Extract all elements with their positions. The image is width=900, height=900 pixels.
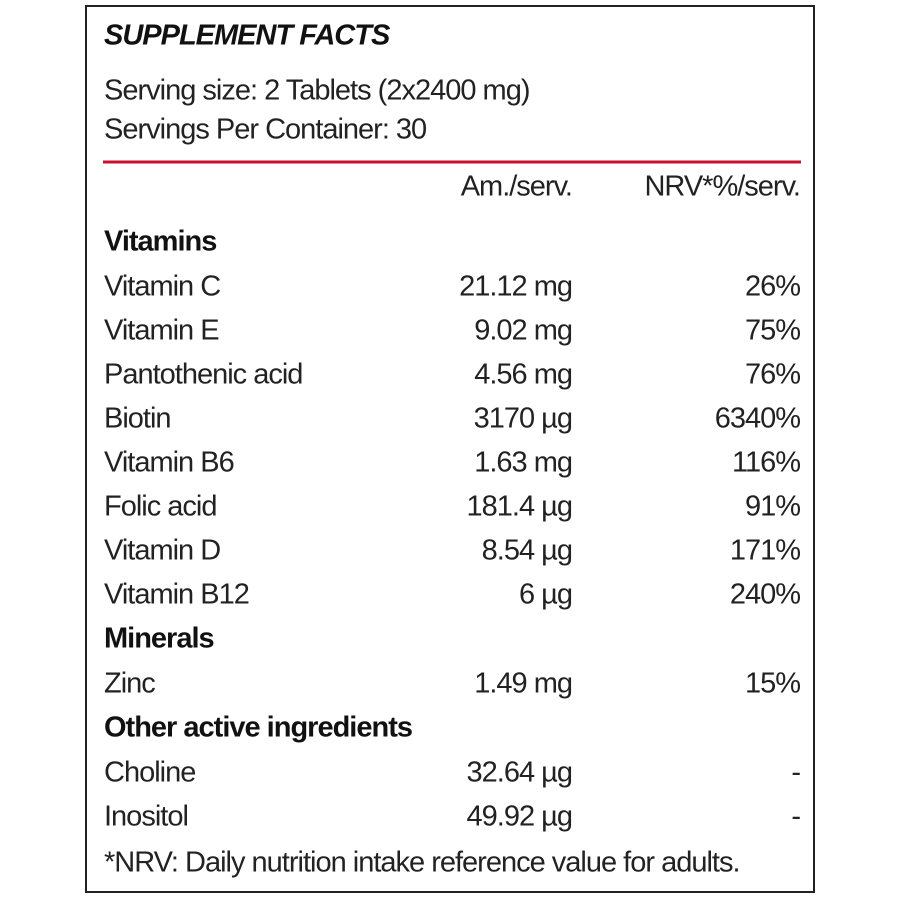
amount: 3170 µg [474,403,572,435]
serving-size: Serving size: 2 Tablets (2x2400 mg) [104,75,529,107]
nutrient-name: Pantothenic acid [104,359,302,391]
nrv-percent: 75% [745,315,800,347]
amount: 32.64 µg [467,757,572,789]
section-heading: Vitamins [104,226,216,258]
nutrient-name: Folic acid [104,491,217,523]
amount: 181.4 µg [467,491,572,523]
nutrient-name: Zinc [104,668,155,700]
nrv-percent: 6340% [715,403,801,435]
nutrient-name: Inositol [104,801,188,833]
nrv-percent: - [791,801,800,833]
nrv-percent: 26% [745,271,800,303]
nutrient-name: Biotin [104,403,171,435]
amount: 1.49 mg [474,668,572,700]
nrv-percent: 91% [745,491,800,523]
title: SUPPLEMENT FACTS [104,20,391,52]
section-heading: Minerals [104,623,214,655]
amount: 1.63 mg [474,447,572,479]
amount: 49.92 µg [467,801,572,833]
label-border [85,5,815,893]
amount: 6 µg [519,579,572,611]
column-header: NRV*%/serv. [644,171,800,203]
nrv-percent: 171% [730,535,800,567]
nrv-percent: 116% [732,447,800,479]
nutrient-name: Choline [104,757,195,789]
section-heading: Other active ingredients [104,712,412,744]
nutrient-name: Vitamin C [104,271,220,303]
amount: 21.12 mg [459,271,572,303]
amount: 4.56 mg [474,359,572,391]
servings-per-container: Servings Per Container: 30 [104,114,426,146]
nutrient-name: Vitamin B12 [104,579,249,611]
nrv-percent: 240% [730,579,800,611]
amount: 8.54 µg [482,535,572,567]
nrv-percent: 15% [745,668,800,700]
nrv-percent: 76% [745,359,800,391]
amount: 9.02 mg [474,315,572,347]
nutrient-name: Vitamin D [104,535,220,567]
nutrient-name: Vitamin E [104,315,219,347]
nutrient-name: Vitamin B6 [104,447,234,479]
column-header: Am./serv. [461,171,572,203]
footnote: *NRV: Daily nutrition intake reference v… [104,847,740,879]
nrv-percent: - [791,757,800,789]
